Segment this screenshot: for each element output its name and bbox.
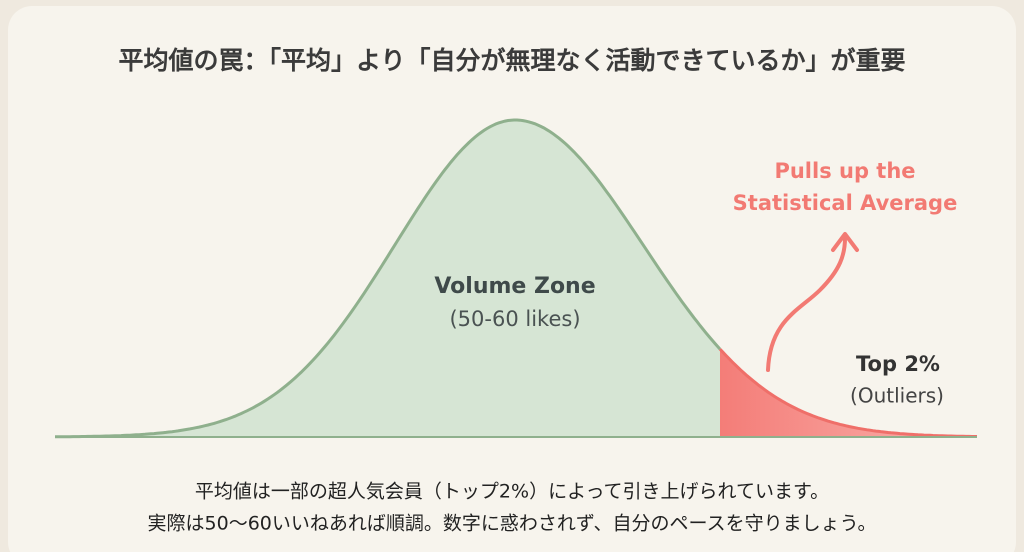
arrow <box>766 236 847 372</box>
footer-text: 平均値は一部の超人気会員（トップ2%）によって引き上げられています。 <box>195 481 829 503</box>
pull-label: Statistical Average <box>733 191 958 215</box>
main-area <box>55 120 720 437</box>
tail-area <box>720 349 977 437</box>
curve <box>55 118 722 439</box>
arrow-head <box>831 232 859 252</box>
pull-label: Pulls up the <box>774 159 915 183</box>
title: 平均値の罠：「平均」より「自分が無理なく活動できているか」が重要 <box>118 46 905 75</box>
tail-curve <box>718 348 977 438</box>
volume-label: Volume Zone <box>434 274 595 299</box>
footer-text: 実際は50〜60いいねあれば順調。数字に惑わされず、自分のペースを守りましょう。 <box>148 513 877 535</box>
outliers-label: (Outliers) <box>850 384 944 408</box>
top-label: Top 2% <box>856 352 940 376</box>
volume-range: (50-60 likes) <box>449 307 580 331</box>
